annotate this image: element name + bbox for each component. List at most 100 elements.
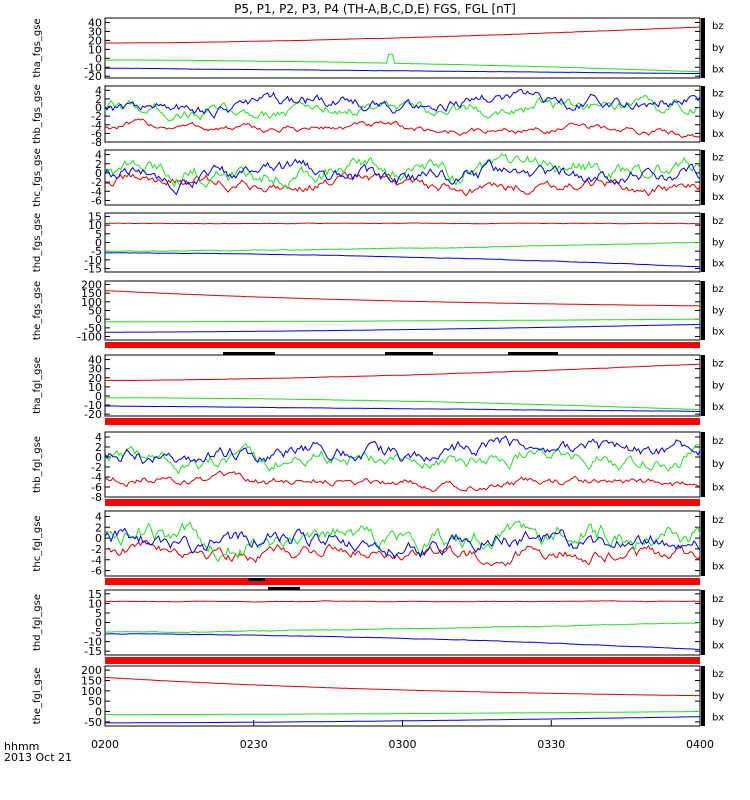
data-flag-mark [248, 578, 265, 581]
legend-by: by [712, 172, 724, 183]
y-tick-label: 2 [95, 93, 102, 106]
y-tick-label: -50 [84, 716, 102, 729]
y-tick-label: 5 [95, 228, 102, 241]
series-line-by [105, 622, 701, 634]
y-tick-label: 10 [88, 43, 102, 56]
chart-title: P5, P1, P2, P3, P4 (TH-A,B,C,D,E) FGS, F… [234, 2, 516, 16]
legend-by: by [712, 617, 724, 628]
y-tick-label: 200 [81, 278, 102, 291]
y-tick-label: 100 [81, 296, 102, 309]
y-tick-label: 20 [88, 372, 102, 385]
legend-by: by [712, 691, 724, 702]
time-axis: 0200 0230 0300 0330 0400 [91, 720, 714, 751]
y-tick-label: 4 [95, 510, 102, 523]
y-axis-label: thc_fgl_gse [32, 515, 43, 571]
data-flag-bar [105, 499, 700, 506]
y-tick-label: -6 [91, 194, 102, 207]
legend-by: by [712, 380, 724, 391]
y-axis-label: the_fgs_gse [32, 281, 43, 340]
panel-thb_fgs_gse: 420-2-4-6-8 thb_fgs_gse bz by bx [32, 84, 724, 149]
series-line-bz [104, 26, 700, 44]
y-tick-label: 0 [95, 390, 102, 403]
data-flag-mark [385, 352, 433, 355]
y-tick-label: 4 [95, 149, 102, 162]
panel-right-bar [701, 355, 705, 416]
series-line-by [104, 53, 701, 73]
legend-bx: bx [712, 712, 724, 723]
series-line-bx [105, 405, 700, 412]
legend-bx: bx [712, 483, 724, 494]
y-tick-label: 2 [95, 158, 102, 171]
panel-frame [104, 149, 701, 206]
legend-bx: bx [712, 402, 724, 413]
y-tick-label: 0 [95, 617, 102, 630]
panel-frame [104, 85, 701, 143]
y-tick-label: -50 [84, 322, 102, 335]
y-tick-label: 0 [95, 52, 102, 65]
y-tick-label: -4 [91, 471, 102, 484]
legend-bx: bx [712, 64, 724, 75]
panel-thc_fgs_gse: 420-2-4-6 thc_fgs_gse bz by bx [32, 148, 724, 207]
panel-right-bar [701, 590, 705, 655]
series-line-bx [104, 527, 701, 560]
legend-bx: bx [712, 192, 724, 203]
data-flag-mark [268, 587, 300, 590]
y-tick-label: -5 [91, 626, 102, 639]
y-tick-label: -15 [84, 263, 102, 276]
y-tick-label: -2 [91, 110, 102, 123]
y-tick-label: 4 [95, 431, 102, 444]
x-tick-label: 0330 [537, 738, 565, 751]
legend-bz: bz [712, 358, 724, 369]
legend-bz: bz [712, 216, 724, 227]
y-tick-label: 30 [88, 363, 102, 376]
y-axis-label: thb_fgs_gse [32, 84, 43, 143]
y-tick-label: 0 [95, 102, 102, 115]
y-tick-label: -6 [91, 127, 102, 140]
y-tick-label: 4 [95, 84, 102, 97]
series-line-by [105, 711, 700, 716]
x-tick-label: 0200 [91, 738, 119, 751]
data-flag-bar [105, 418, 700, 425]
series-line-bx [104, 88, 701, 119]
legend-bz: bz [712, 153, 724, 164]
y-tick-label: -10 [84, 399, 102, 412]
y-tick-label: -4 [91, 119, 102, 132]
y-tick-label: 5 [95, 607, 102, 620]
legend-by: by [712, 459, 724, 470]
y-tick-label: -2 [91, 543, 102, 556]
y-axis-label: thd_fgs_gse [32, 213, 43, 272]
panel-right-bar [701, 432, 705, 497]
x-axis-label-unit: hhmm [4, 740, 39, 753]
x-tick-label: 0300 [389, 738, 417, 751]
series-line-by [105, 242, 701, 252]
y-tick-label: 10 [88, 219, 102, 232]
panel-frame [104, 280, 701, 341]
y-tick-label: -6 [91, 565, 102, 578]
y-tick-label: -10 [84, 636, 102, 649]
series-line-bz [104, 363, 700, 381]
y-tick-label: 30 [88, 25, 102, 38]
legend-by: by [712, 538, 724, 549]
series-line-bx [104, 435, 701, 465]
legend-bz: bz [712, 284, 724, 295]
y-tick-label: 100 [81, 685, 102, 698]
panel-right-bar [701, 281, 705, 340]
y-axis-label: thc_fgs_gse [32, 148, 43, 207]
series-line-by [104, 95, 701, 122]
y-tick-label: 150 [81, 287, 102, 300]
series-line-bx [104, 633, 701, 651]
y-tick-label: 15 [88, 210, 102, 223]
y-tick-label: -2 [91, 461, 102, 474]
series-line-bx [105, 323, 700, 333]
y-tick-label: 20 [88, 34, 102, 47]
legend-bx: bx [712, 562, 724, 573]
series-line-bz [104, 118, 701, 139]
y-tick-label: -15 [84, 645, 102, 658]
legend-bz: bz [712, 89, 724, 100]
legend-by: by [712, 305, 724, 316]
legend-by: by [712, 109, 724, 120]
